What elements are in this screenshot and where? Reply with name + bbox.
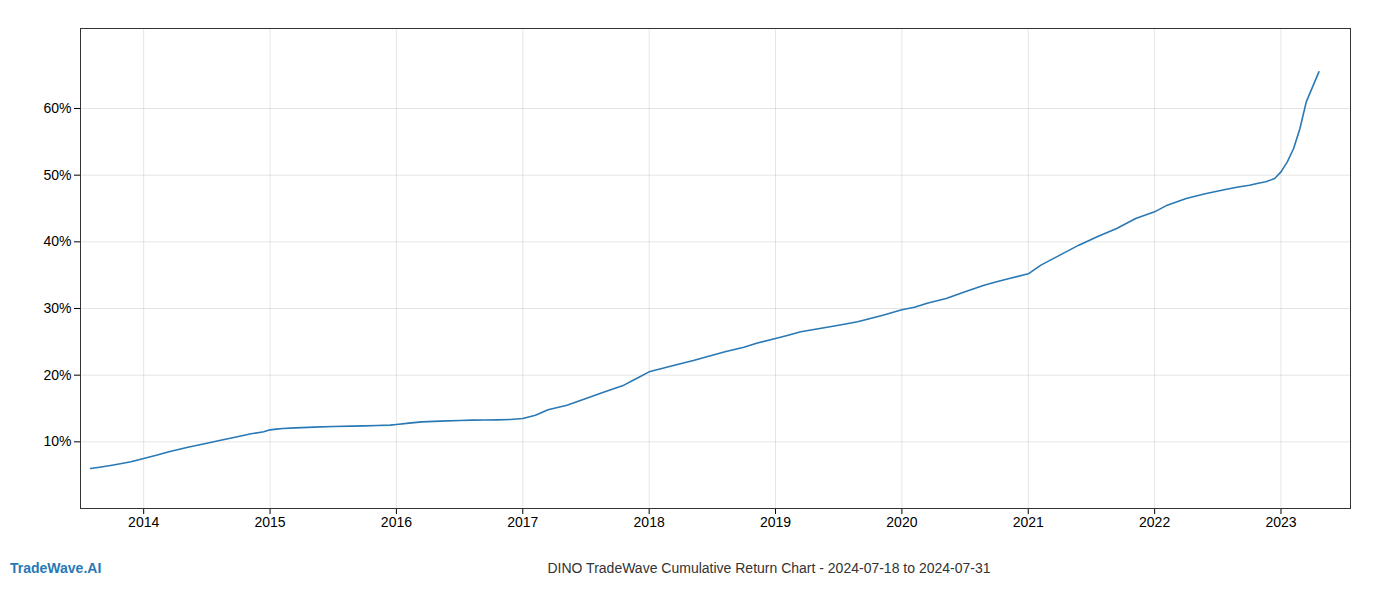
svg-text:10%: 10%	[43, 433, 71, 449]
svg-text:30%: 30%	[43, 300, 71, 316]
svg-text:2021: 2021	[1013, 514, 1044, 530]
svg-text:20%: 20%	[43, 367, 71, 383]
svg-text:2017: 2017	[507, 514, 538, 530]
svg-text:40%: 40%	[43, 233, 71, 249]
html-text:DINO TradeWave Cumulative Retu: DINO TradeWave Cumulative Return Chart -…	[547, 560, 991, 576]
svg-text:2022: 2022	[1139, 514, 1170, 530]
svg-text:2016: 2016	[381, 514, 412, 530]
svg-text:2018: 2018	[634, 514, 665, 530]
svg-text:2014: 2014	[128, 514, 159, 530]
svg-text:50%: 50%	[43, 167, 71, 183]
svg-text:2023: 2023	[1265, 514, 1296, 530]
svg-text:60%: 60%	[43, 100, 71, 116]
svg-text:2019: 2019	[760, 514, 791, 530]
svg-text:2015: 2015	[254, 514, 285, 530]
svg-text:2020: 2020	[886, 514, 917, 530]
html-text:TradeWave.AI: TradeWave.AI	[10, 560, 102, 576]
